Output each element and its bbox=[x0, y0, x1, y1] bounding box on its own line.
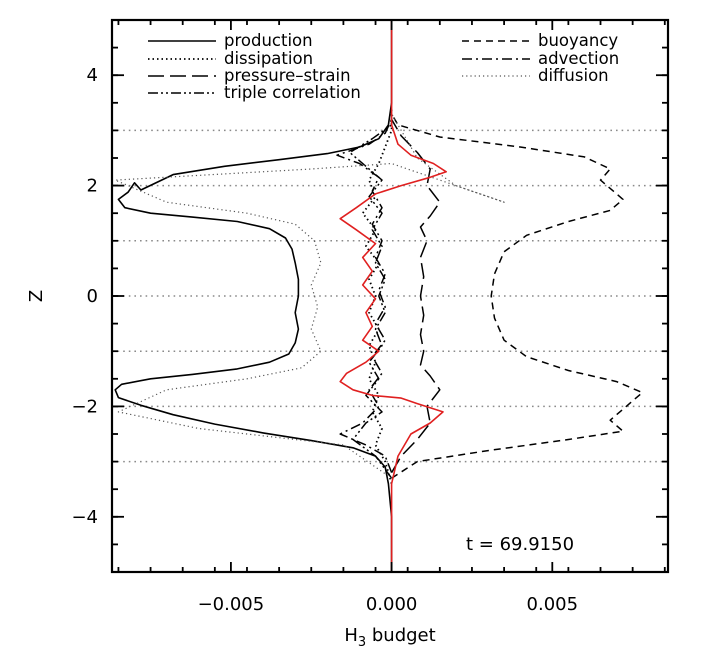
x-tick-label-2: 0.005 bbox=[527, 594, 579, 615]
x-tick-label-0: −0.005 bbox=[198, 594, 265, 615]
legend-label-triple-correlation: triple correlation bbox=[224, 83, 361, 102]
series-advection bbox=[336, 119, 393, 473]
series-pressure-strain bbox=[390, 119, 441, 473]
y-tick-label-2: 0 bbox=[87, 286, 98, 307]
series-diffusion bbox=[114, 113, 505, 479]
series-net bbox=[339, 20, 447, 572]
series-lines bbox=[114, 20, 644, 572]
tick-labels: −0.005 0.000 0.005 4 2 0 −2 −4 bbox=[71, 65, 578, 615]
reference-lines bbox=[112, 129, 668, 463]
x-tick-label-1: 0.000 bbox=[366, 594, 418, 615]
axis-ticks bbox=[112, 19, 668, 573]
series-production bbox=[114, 20, 393, 572]
time-annotation: t = 69.9150 bbox=[466, 534, 574, 555]
y-axis-label: Z bbox=[26, 290, 47, 302]
legend-label-advection: advection bbox=[538, 49, 619, 68]
y-tick-label-1: 2 bbox=[87, 176, 98, 197]
y-tick-label-0: 4 bbox=[87, 65, 98, 86]
plot-frame bbox=[110, 18, 670, 574]
legend-label-dissipation: dissipation bbox=[224, 49, 313, 68]
series-dissipation bbox=[361, 108, 393, 484]
legend-label-diffusion: diffusion bbox=[538, 66, 609, 85]
y-tick-label-4: −4 bbox=[71, 507, 98, 528]
series-buoyancy bbox=[390, 113, 644, 479]
legend-label-production: production bbox=[224, 31, 313, 50]
y-tick-label-3: −2 bbox=[71, 396, 98, 417]
legend-label-pressure-strain: pressure–strain bbox=[224, 66, 351, 85]
legend-label-buoyancy: buoyancy bbox=[538, 31, 618, 50]
x-axis-label: H3 budget bbox=[344, 625, 435, 649]
legend: productiondissipationpressure–straintrip… bbox=[148, 31, 619, 102]
